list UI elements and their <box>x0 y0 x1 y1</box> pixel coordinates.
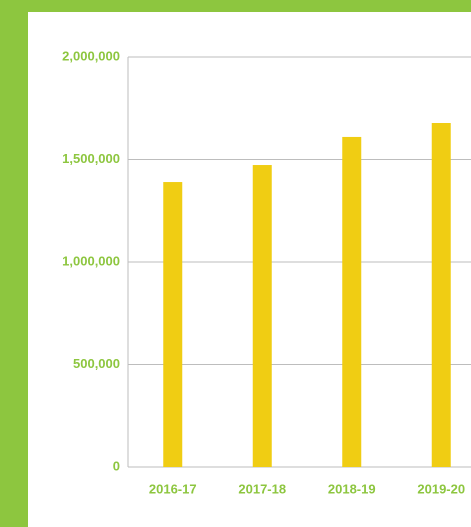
chart-panel <box>28 12 471 527</box>
bar <box>163 182 183 468</box>
y-tick-label: 0 <box>113 458 120 473</box>
bar <box>431 123 451 467</box>
y-tick-label: 500,000 <box>73 356 120 371</box>
bar <box>252 165 272 467</box>
x-tick-label: 2016-17 <box>149 481 197 496</box>
y-tick-label: 2,000,000 <box>62 48 120 63</box>
x-tick-label: 2018-19 <box>328 481 376 496</box>
y-tick-label: 1,000,000 <box>62 253 120 268</box>
bar <box>342 136 362 467</box>
x-tick-label: 2017-18 <box>238 481 286 496</box>
y-tick-label: 1,500,000 <box>62 151 120 166</box>
x-tick-label: 2019-20 <box>417 481 465 496</box>
